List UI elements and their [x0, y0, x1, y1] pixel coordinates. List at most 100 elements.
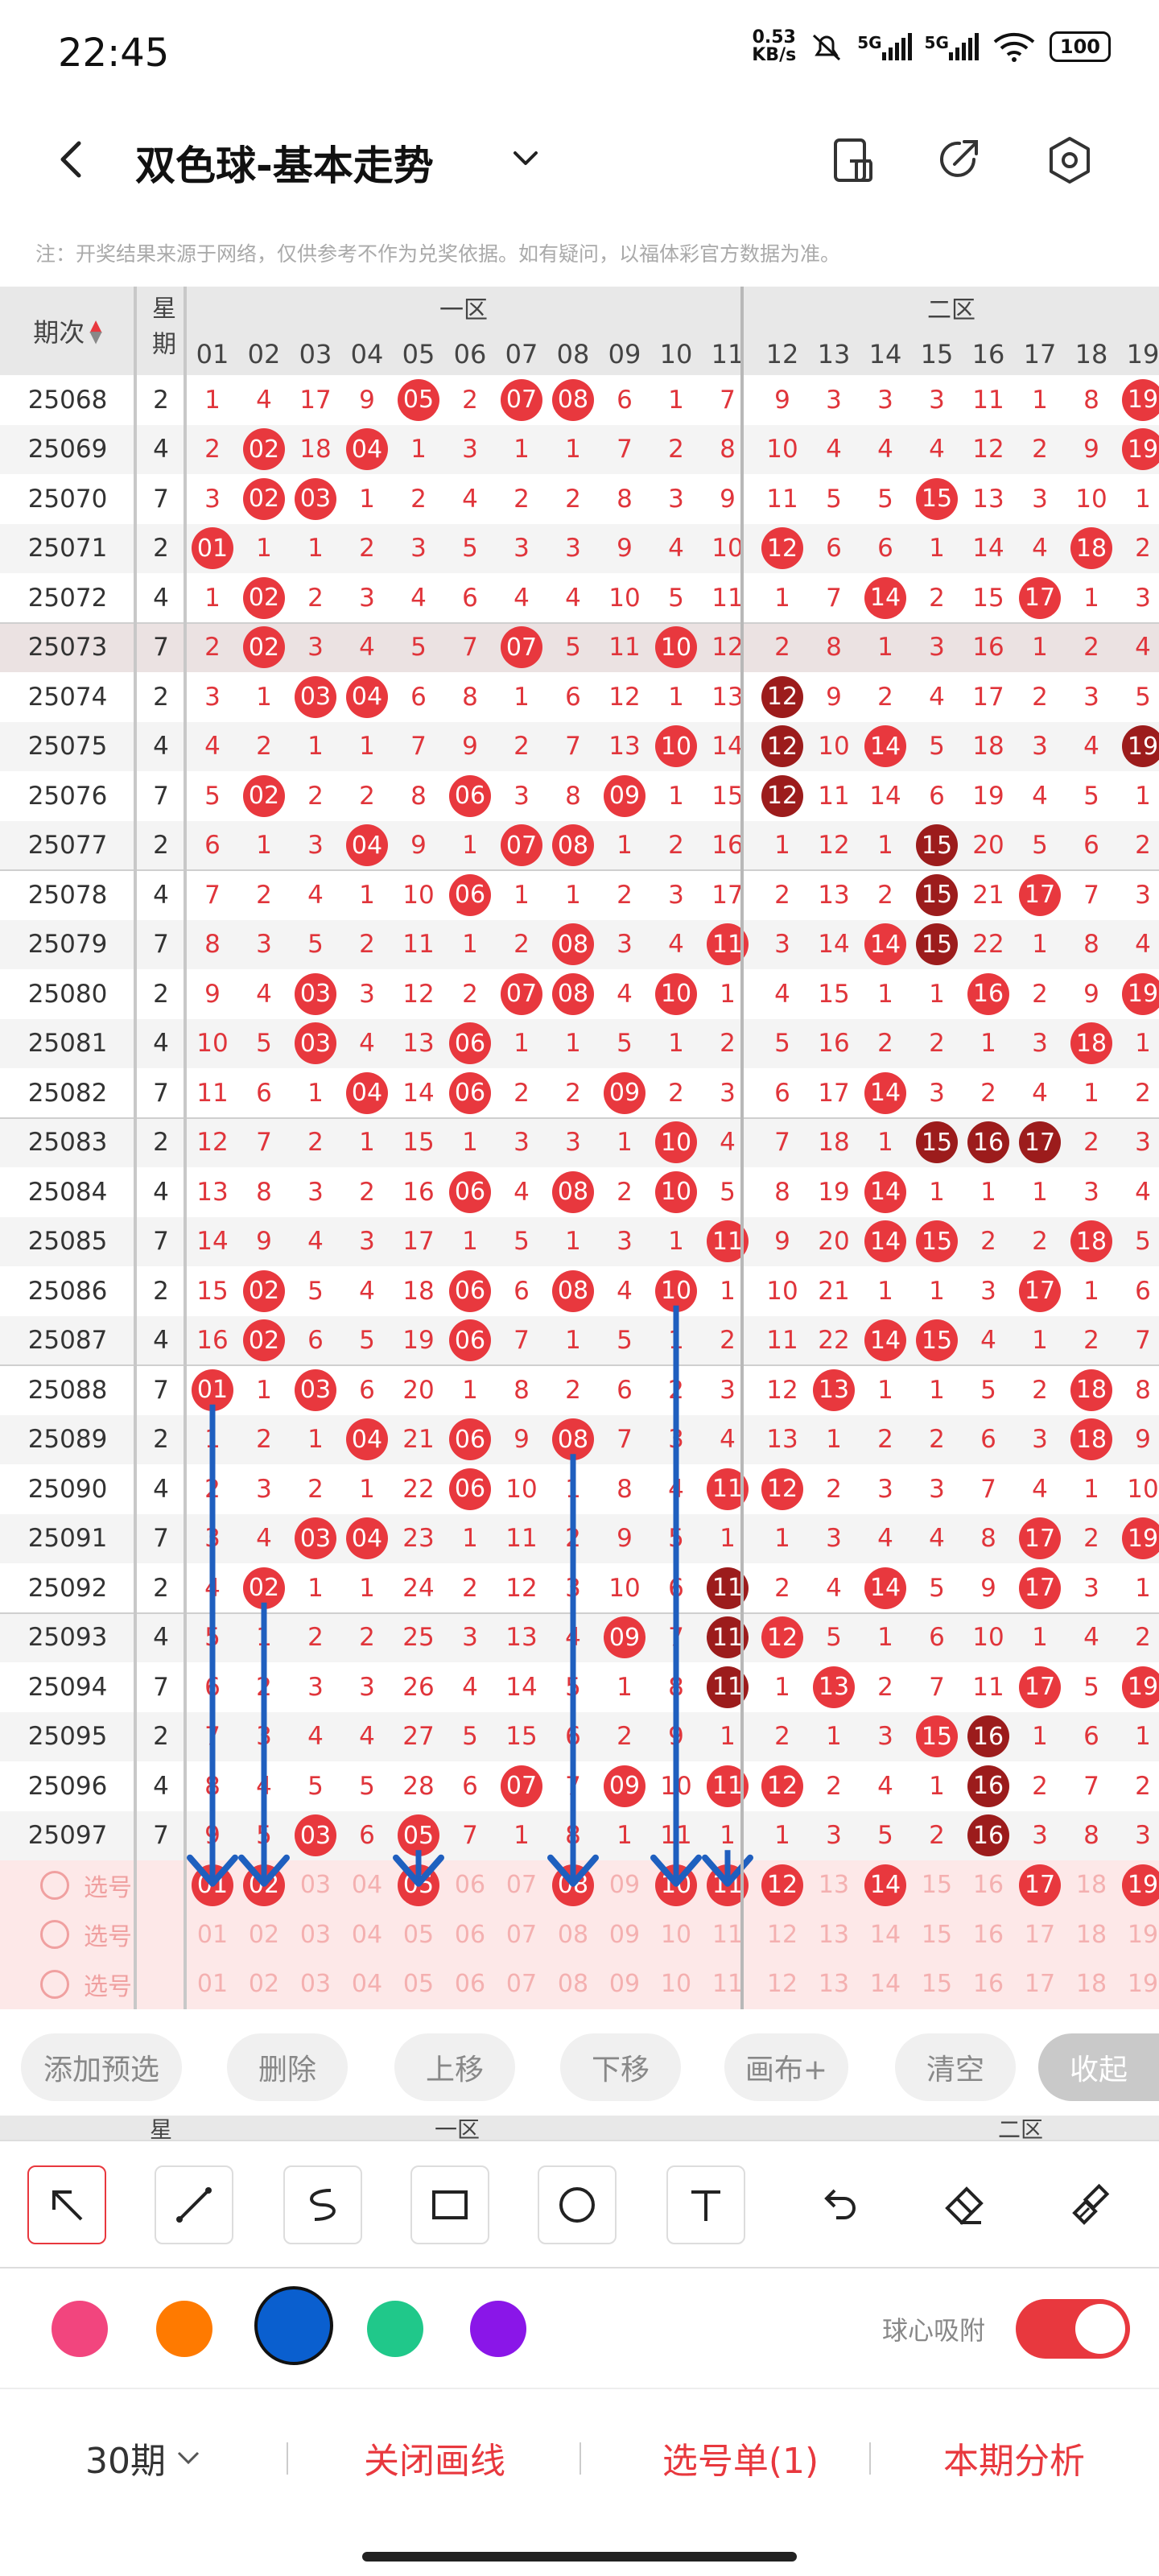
drawn-ball[interactable]: 03 [290, 969, 341, 1019]
pick-number[interactable]: 02 [248, 1970, 280, 1999]
pick-number[interactable]: 17 [1014, 1860, 1066, 1910]
omission-value[interactable]: 1 [462, 1128, 478, 1158]
pick-number[interactable]: 17 [1024, 1920, 1056, 1949]
pick-number[interactable]: 09 [608, 1871, 641, 1900]
drawn-ball[interactable]: 02 [238, 1266, 290, 1316]
omission-value[interactable]: 5 [1032, 831, 1048, 861]
omission-value[interactable]: 7 [720, 385, 736, 415]
omission-value[interactable]: 1 [668, 1029, 684, 1059]
sort-arrows-icon[interactable]: ▲ ▼ [89, 316, 102, 346]
drawn-ball[interactable]: 12 [757, 1613, 808, 1663]
omission-value[interactable]: 3 [256, 1722, 272, 1752]
omission-value[interactable]: 15 [402, 1128, 435, 1158]
pick-number[interactable]: 11 [711, 1920, 744, 1949]
omission-value[interactable]: 2 [204, 435, 221, 464]
drawn-ball[interactable]: 18 [1066, 1019, 1117, 1069]
omission-value[interactable]: 2 [514, 930, 530, 960]
omission-value[interactable]: 18 [299, 435, 332, 464]
eraser-icon[interactable] [924, 2165, 1003, 2244]
omission-value[interactable]: 20 [818, 1227, 850, 1257]
omission-value[interactable]: 4 [359, 1276, 375, 1306]
drawn-ball[interactable]: 15 [911, 474, 963, 524]
omission-value[interactable]: 3 [668, 1425, 684, 1455]
omission-value[interactable]: 3 [1083, 682, 1099, 712]
omission-value[interactable]: 1 [668, 1326, 684, 1356]
omission-value[interactable]: 1 [929, 1771, 945, 1801]
drawn-ball[interactable]: 09 [599, 1068, 650, 1118]
omission-value[interactable]: 2 [826, 1771, 842, 1801]
omission-value[interactable]: 1 [307, 1573, 324, 1603]
drawn-ball[interactable]: 06 [444, 1464, 496, 1514]
omission-value[interactable]: 3 [204, 1524, 221, 1554]
omission-value[interactable]: 14 [869, 781, 901, 811]
pick-number[interactable]: 03 [299, 1920, 332, 1949]
omission-value[interactable]: 6 [1083, 831, 1099, 861]
drawn-ball[interactable]: 08 [547, 1266, 599, 1316]
omission-value[interactable]: 4 [877, 435, 893, 464]
omission-value[interactable]: 3 [720, 1078, 736, 1108]
color-swatch[interactable] [254, 2286, 333, 2365]
undo-icon[interactable] [797, 2165, 876, 2244]
share-icon[interactable] [930, 132, 987, 188]
omission-value[interactable]: 14 [505, 1672, 538, 1702]
omission-value[interactable]: 22 [818, 1326, 850, 1356]
omission-value[interactable]: 7 [410, 732, 427, 762]
omission-value[interactable]: 5 [1135, 1227, 1151, 1257]
omission-value[interactable]: 6 [774, 1078, 790, 1108]
omission-value[interactable]: 8 [565, 1821, 581, 1851]
omission-value[interactable]: 4 [256, 1771, 272, 1801]
drawn-ball[interactable]: 03 [290, 474, 341, 524]
move-up-button[interactable]: 上移 [394, 2033, 515, 2101]
omission-value[interactable]: 5 [826, 1623, 842, 1653]
omission-value[interactable]: 4 [720, 1128, 736, 1158]
omission-value[interactable]: 2 [1083, 1326, 1099, 1356]
pick-number[interactable]: 13 [818, 1871, 850, 1900]
drawn-ball[interactable]: 13 [808, 1365, 860, 1415]
pick-number[interactable]: 13 [818, 1970, 850, 1999]
omission-value[interactable]: 4 [826, 1573, 842, 1603]
omission-value[interactable]: 5 [410, 633, 427, 663]
omission-value[interactable]: 3 [1032, 1425, 1048, 1455]
circle-tool-icon[interactable] [538, 2165, 617, 2244]
omission-value[interactable]: 4 [1032, 534, 1048, 564]
omission-value[interactable]: 2 [462, 979, 478, 1009]
omission-value[interactable]: 3 [565, 1573, 581, 1603]
omission-value[interactable]: 13 [766, 1425, 798, 1455]
omission-value[interactable]: 5 [668, 583, 684, 613]
omission-value[interactable]: 1 [256, 682, 272, 712]
omission-value[interactable]: 20 [402, 1375, 435, 1405]
omission-value[interactable]: 4 [826, 435, 842, 464]
omission-value[interactable]: 3 [565, 534, 581, 564]
pick-number[interactable]: 08 [557, 1920, 589, 1949]
omission-value[interactable]: 3 [359, 1227, 375, 1257]
pick-number[interactable]: 07 [505, 1871, 538, 1900]
pick-number[interactable]: 04 [351, 1871, 383, 1900]
omission-value[interactable]: 8 [1083, 385, 1099, 415]
omission-value[interactable]: 3 [565, 1128, 581, 1158]
omission-value[interactable]: 8 [204, 930, 221, 960]
omission-value[interactable]: 1 [774, 583, 790, 613]
omission-value[interactable]: 5 [826, 484, 842, 514]
omission-value[interactable]: 26 [402, 1672, 435, 1702]
omission-value[interactable]: 4 [256, 1524, 272, 1554]
omission-value[interactable]: 1 [929, 534, 945, 564]
omission-value[interactable]: 2 [774, 880, 790, 910]
omission-value[interactable]: 17 [818, 1078, 850, 1108]
omission-value[interactable]: 1 [514, 682, 530, 712]
omission-value[interactable]: 1 [1083, 1276, 1099, 1306]
pick-number[interactable]: 12 [757, 1860, 808, 1910]
pick-number[interactable]: 15 [921, 1970, 953, 1999]
omission-value[interactable]: 2 [307, 781, 324, 811]
omission-value[interactable]: 4 [204, 1573, 221, 1603]
omission-value[interactable]: 10 [818, 732, 850, 762]
omission-value[interactable]: 4 [1083, 1623, 1099, 1653]
omission-value[interactable]: 2 [774, 633, 790, 663]
drawn-ball[interactable]: 10 [650, 1266, 702, 1316]
omission-value[interactable]: 2 [1135, 831, 1151, 861]
omission-value[interactable]: 12 [972, 435, 1004, 464]
omission-value[interactable]: 8 [204, 1771, 221, 1801]
omission-value[interactable]: 11 [972, 385, 1004, 415]
drawn-ball[interactable]: 02 [238, 623, 290, 673]
pick-number[interactable]: 17 [1024, 1970, 1056, 1999]
omission-value[interactable]: 2 [565, 1524, 581, 1554]
